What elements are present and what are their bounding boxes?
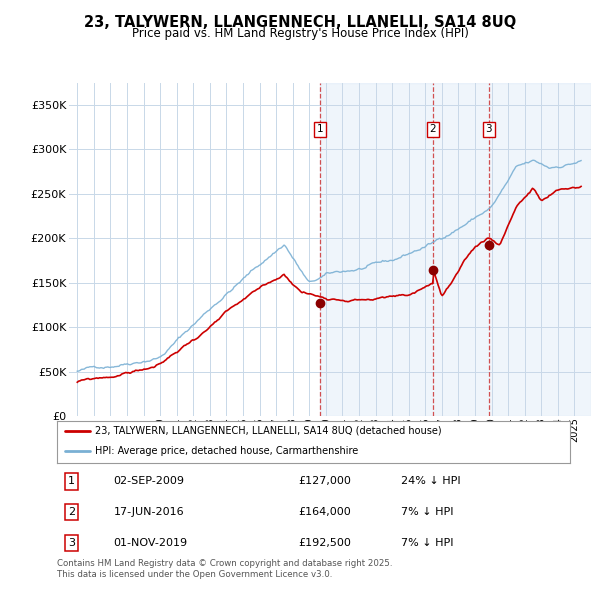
Text: 17-JUN-2016: 17-JUN-2016 bbox=[113, 507, 184, 517]
Text: 2: 2 bbox=[68, 507, 75, 517]
Text: Price paid vs. HM Land Registry's House Price Index (HPI): Price paid vs. HM Land Registry's House … bbox=[131, 27, 469, 40]
Text: 02-SEP-2009: 02-SEP-2009 bbox=[113, 477, 184, 486]
Text: £192,500: £192,500 bbox=[298, 538, 351, 548]
Text: 1: 1 bbox=[68, 477, 75, 486]
Text: 3: 3 bbox=[485, 124, 492, 135]
Text: 01-NOV-2019: 01-NOV-2019 bbox=[113, 538, 188, 548]
Text: 24% ↓ HPI: 24% ↓ HPI bbox=[401, 477, 460, 486]
Bar bbox=[320, 83, 591, 416]
Text: 23, TALYWERN, LLANGENNECH, LLANELLI, SA14 8UQ: 23, TALYWERN, LLANGENNECH, LLANELLI, SA1… bbox=[84, 15, 516, 30]
Text: 23, TALYWERN, LLANGENNECH, LLANELLI, SA14 8UQ (detached house): 23, TALYWERN, LLANGENNECH, LLANELLI, SA1… bbox=[95, 426, 442, 436]
Text: 7% ↓ HPI: 7% ↓ HPI bbox=[401, 507, 453, 517]
Text: 3: 3 bbox=[68, 538, 75, 548]
Text: Contains HM Land Registry data © Crown copyright and database right 2025.
This d: Contains HM Land Registry data © Crown c… bbox=[57, 559, 392, 579]
Text: 1: 1 bbox=[317, 124, 324, 135]
Text: 2: 2 bbox=[430, 124, 436, 135]
Text: £127,000: £127,000 bbox=[298, 477, 351, 486]
Text: 7% ↓ HPI: 7% ↓ HPI bbox=[401, 538, 453, 548]
Text: £164,000: £164,000 bbox=[298, 507, 351, 517]
Text: HPI: Average price, detached house, Carmarthenshire: HPI: Average price, detached house, Carm… bbox=[95, 446, 359, 456]
